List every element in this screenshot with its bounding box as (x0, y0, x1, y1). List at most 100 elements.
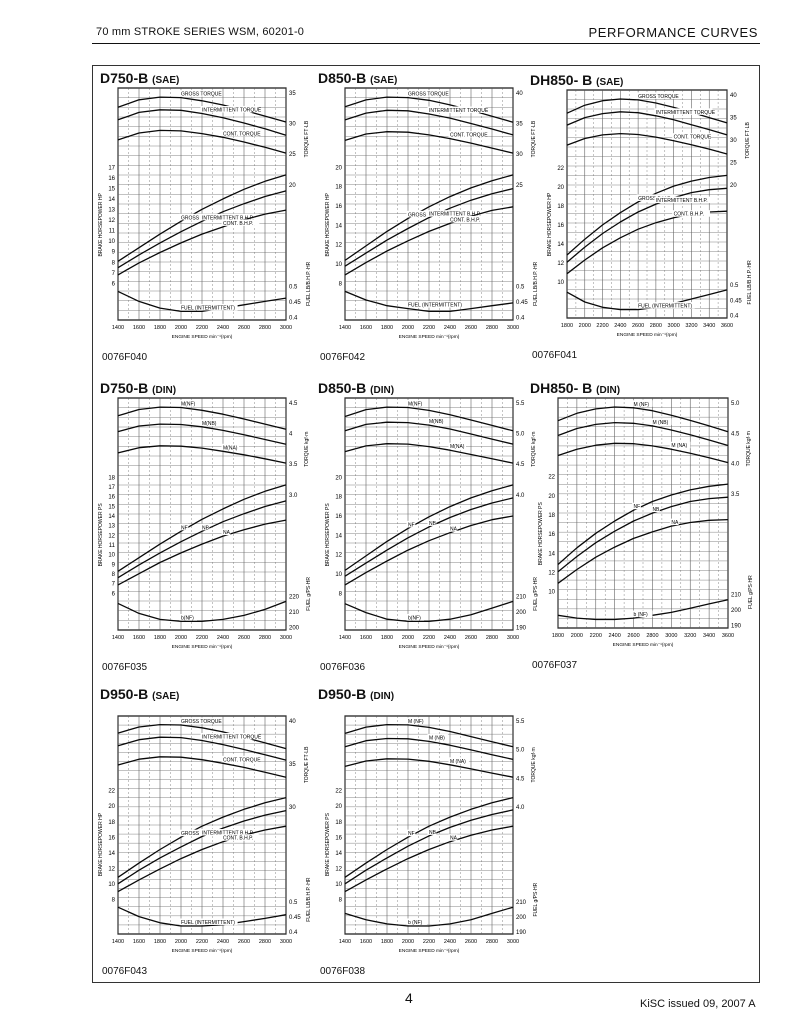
left-tick-label: 20 (335, 165, 342, 171)
header-right-title: PERFORMANCE CURVES (588, 25, 758, 40)
right-top-tick-label: 35 (289, 762, 296, 768)
series-label-intermittent-torque: INTERMITTENT TORQUE (202, 107, 262, 113)
series-line-na (117, 519, 287, 586)
chart-title-suffix: (SAE) (596, 77, 624, 88)
right-top-tick-label: 4.5 (289, 401, 298, 407)
series-label-fuel-intermittent: FUEL (INTERMITTENT) (408, 303, 462, 309)
x-tick-label: 1800 (154, 939, 166, 945)
left-axis-title: BRAKE HORSEPOWER HP (98, 193, 104, 257)
series-line-na (344, 825, 514, 893)
right-bottom-tick-label: 0.45 (516, 300, 528, 306)
left-tick-label: 11 (109, 229, 116, 235)
x-tick-label: 3200 (684, 633, 696, 639)
series-label-m-nb: M (NB) (652, 420, 668, 426)
series-line-cont-torque (344, 131, 514, 154)
series-line-gross-torque (566, 98, 728, 124)
right-top-tick-label: 40 (730, 93, 737, 99)
series-label-bg (179, 613, 197, 621)
x-tick-label: 2000 (402, 635, 414, 641)
series-line-m-na (117, 445, 287, 464)
series-label-bg (200, 105, 259, 113)
left-tick-label: 14 (108, 197, 115, 203)
x-axis-title: ENGINE SPEED min⁻¹(rpm) (399, 644, 460, 650)
right-top-tick-label: 5.0 (516, 432, 525, 438)
series-line-nf (557, 483, 729, 565)
x-tick-label: 3000 (507, 635, 519, 641)
right-top-tick-label: 30 (289, 122, 296, 128)
right-bottom-tick-label: 0.5 (289, 284, 298, 290)
right-bottom-axis-title: FUEL LB/B.H.P.·HR (306, 261, 312, 306)
series-label-m-na: M(NA) (223, 445, 238, 451)
right-bottom-tick-label: 210 (289, 610, 300, 616)
series-label-intermittent-b-h-p: INTERMITTENT B.H.P. (202, 215, 254, 221)
chart-title-c3: DH850- B (SAE) (530, 72, 623, 88)
series-label-cont-b-h-p: CONT. B.H.P. (223, 836, 253, 842)
left-axis-title: BRAKE HORSEPOWER PS (325, 812, 331, 876)
series-label-m-na: M(NA) (450, 444, 465, 450)
right-top-tick-label: 30 (730, 138, 737, 144)
chart-title-suffix: (DIN) (370, 385, 395, 396)
left-tick-label: 16 (548, 532, 555, 538)
left-tick-label: 8 (112, 572, 116, 578)
x-axis-title: ENGINE SPEED min⁻¹(rpm) (399, 948, 460, 954)
left-tick-label: 8 (339, 281, 343, 287)
right-top-axis-title: TORQUE kgf·m (531, 432, 537, 467)
series-label-gross-torque: GROSS TORQUE (181, 719, 222, 725)
x-tick-label: 2000 (175, 325, 187, 331)
series-label-cont-b-h-p: CONT. B.H.P. (450, 217, 480, 223)
chart-title-suffix: (SAE) (152, 691, 180, 702)
left-tick-label: 17 (108, 165, 115, 171)
x-tick-label: 2400 (217, 325, 229, 331)
right-top-tick-label: 35 (289, 91, 296, 97)
x-tick-label: 1800 (154, 325, 166, 331)
right-bottom-tick-label: 200 (516, 915, 527, 921)
series-label-nb: NB (429, 830, 437, 836)
right-bottom-tick-label: 0.45 (289, 915, 301, 921)
x-tick-label: 2200 (423, 325, 435, 331)
x-tick-label: 3000 (507, 939, 519, 945)
left-tick-label: 18 (108, 820, 115, 826)
series-line-nf (344, 484, 514, 571)
x-tick-label: 2000 (402, 325, 414, 331)
series-line-fuel-intermittent (117, 906, 287, 927)
series-line-nb (344, 809, 514, 885)
chart-title-c7: D950-B (SAE) (100, 686, 179, 702)
series-label-bg (221, 219, 260, 226)
series-label-bg (221, 755, 260, 763)
x-tick-label: 2000 (402, 939, 414, 945)
x-tick-label: 2800 (486, 325, 498, 331)
right-bottom-tick-label: 220 (289, 594, 300, 600)
series-line-cont-b-h-p (344, 206, 514, 276)
series-label-m-nf: M(NF) (408, 401, 422, 407)
series-line-m-nf (344, 723, 514, 748)
right-top-tick-label: 35 (516, 122, 523, 128)
left-tick-label: 22 (557, 166, 564, 172)
series-line-cont-b-h-p (117, 209, 287, 276)
series-label-bg (427, 417, 445, 425)
chart-c4: 18 17 16 15 14 13 12 11 10 9 8 7 6 4.5 4 3.5 3.0 220 210 20… (98, 397, 312, 650)
right-top-axis-title: TORQUE kgf·m (531, 747, 537, 782)
series-label-nf: NF (181, 525, 188, 531)
x-tick-label: 1600 (360, 635, 372, 641)
x-tick-label: 2800 (486, 635, 498, 641)
figure-code-c5: 0076F036 (320, 662, 366, 673)
series-line-na (344, 515, 514, 586)
right-top-tick-label: 25 (730, 161, 737, 167)
x-tick-label: 1800 (561, 323, 573, 329)
series-line-m-nf (557, 406, 729, 433)
x-tick-label: 3000 (668, 323, 680, 329)
right-top-tick-label: 20 (289, 183, 296, 189)
x-tick-label: 3000 (280, 325, 292, 331)
right-bottom-tick-label: 0.45 (289, 300, 301, 306)
series-label-bg (654, 108, 713, 115)
left-tick-label: 22 (335, 789, 342, 795)
left-tick-label: 14 (108, 851, 115, 857)
series-label-bg (221, 834, 260, 841)
x-tick-label: 2600 (627, 633, 639, 639)
right-top-axis-title: TORQUE FT·LB (304, 120, 310, 157)
series-label-bg (406, 520, 416, 528)
series-label-bg (406, 918, 427, 925)
series-label-m-na: M (NA) (671, 443, 687, 449)
series-label-bg (406, 301, 465, 308)
series-label-m-nf: M (NF) (634, 402, 650, 408)
